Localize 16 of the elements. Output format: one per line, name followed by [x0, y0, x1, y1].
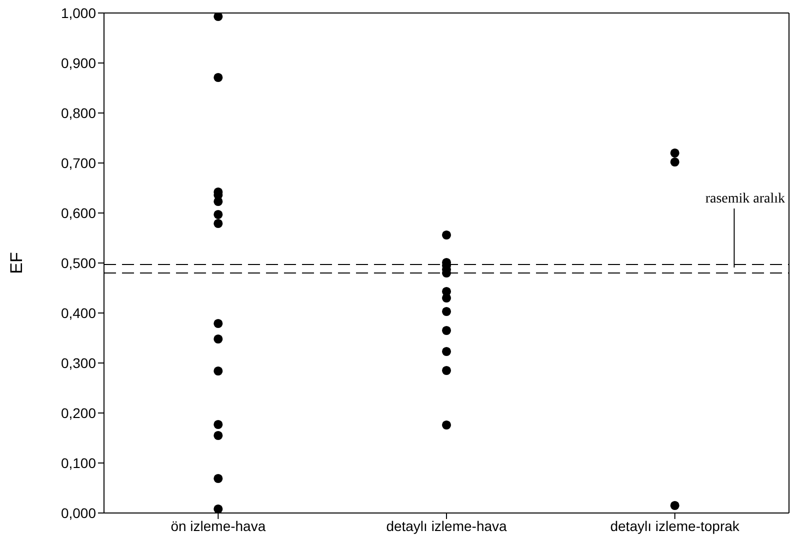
y-tick-label: 0,300: [60, 354, 96, 371]
y-tick-label: 0,900: [60, 54, 96, 71]
y-tick-label: 0,400: [60, 304, 96, 321]
ref-line-label: rasemik aralık: [705, 192, 785, 206]
x-tick-label: detaylı izleme-hava: [386, 518, 508, 534]
y-tick-label: 0,500: [60, 254, 96, 271]
x-tick-label: ön izleme-hava: [170, 518, 266, 534]
y-tick-label: 0,800: [60, 104, 96, 121]
y-tick-label: 0,100: [60, 454, 96, 471]
y-tick-label: 0,600: [60, 204, 96, 221]
y-tick-label: 0,200: [60, 404, 96, 421]
y-tick-label: 0,000: [60, 504, 96, 521]
y-axis-title: EF: [7, 252, 26, 274]
x-tick-label: detaylı izleme-toprak: [610, 518, 740, 534]
y-tick-label: 1,000: [60, 4, 96, 21]
y-tick-label: 0,700: [60, 154, 96, 171]
